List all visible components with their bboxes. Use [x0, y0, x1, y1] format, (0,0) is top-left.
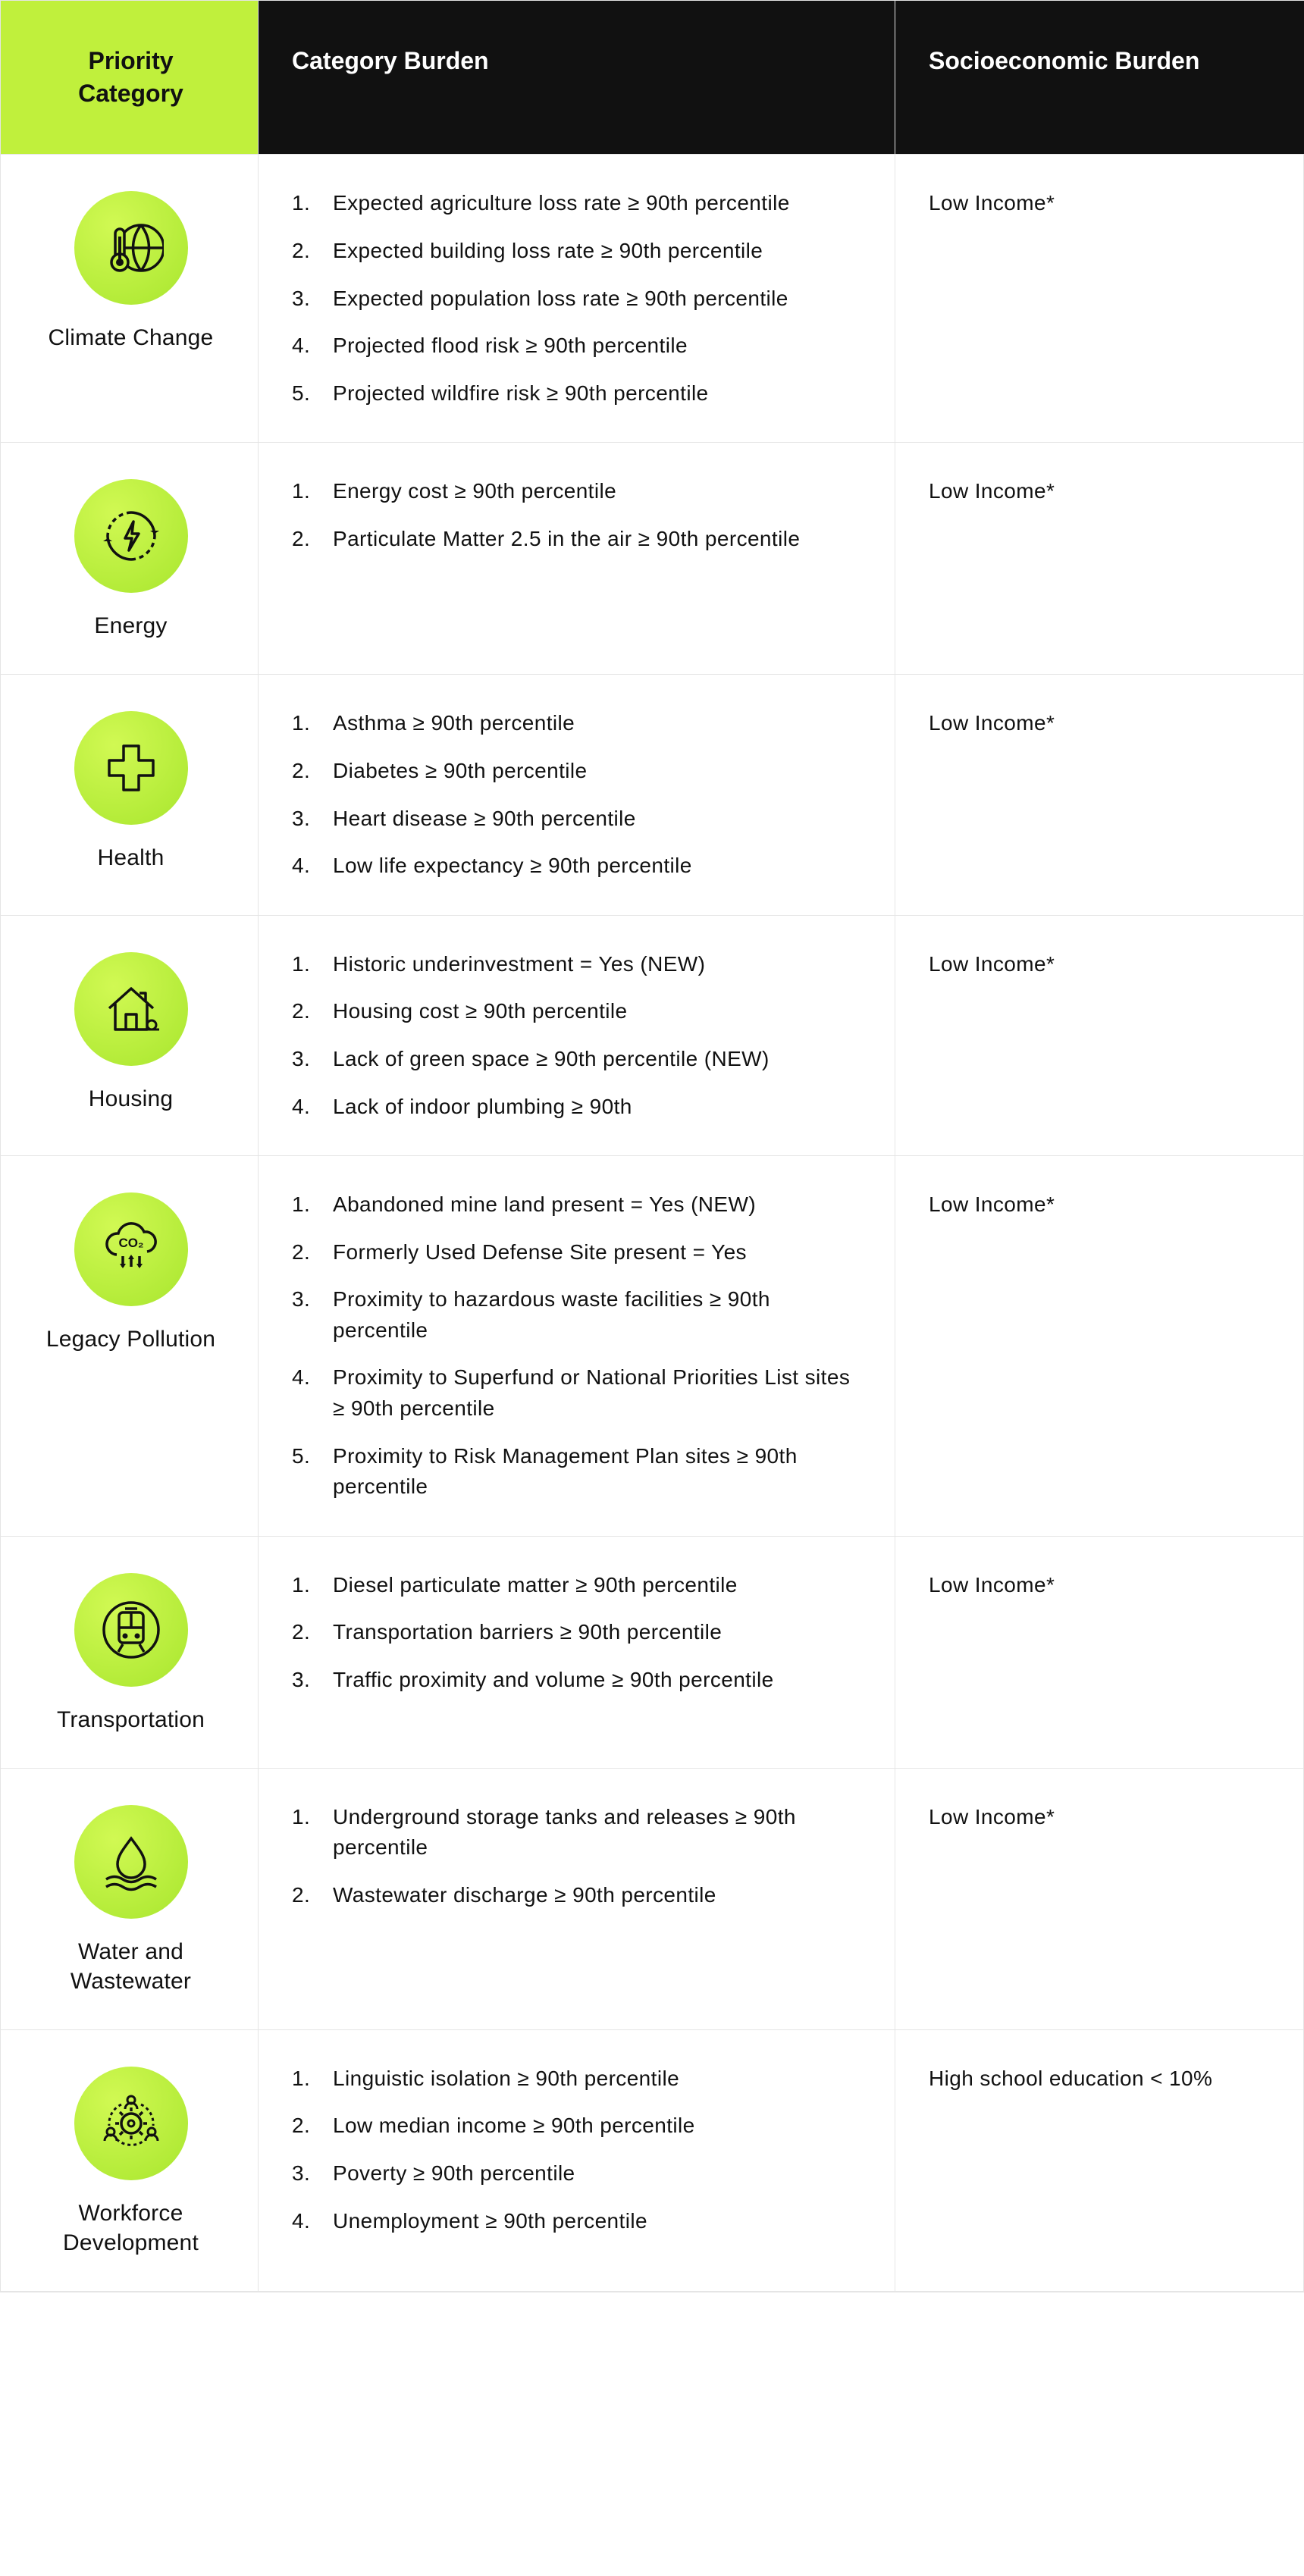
burden-item: Diabetes ≥ 90th percentile: [292, 756, 864, 787]
row-energy: Energy Energy cost ≥ 90th percentile Par…: [1, 443, 1303, 675]
priority-cell-housing: Housing: [1, 916, 259, 1156]
burden-cell-climate: Expected agriculture loss rate ≥ 90th pe…: [259, 155, 895, 443]
burden-item: Unemployment ≥ 90th percentile: [292, 2206, 864, 2237]
burden-cell-health: Asthma ≥ 90th percentile Diabetes ≥ 90th…: [259, 675, 895, 915]
burden-item: Expected agriculture loss rate ≥ 90th pe…: [292, 188, 864, 219]
burden-item: Housing cost ≥ 90th percentile: [292, 996, 864, 1027]
socio-cell: Low Income*: [895, 675, 1304, 915]
burden-item: Heart disease ≥ 90th percentile: [292, 804, 864, 835]
burden-item: Transportation barriers ≥ 90th percentil…: [292, 1617, 864, 1648]
priority-label: Workforce Development: [34, 2198, 227, 2258]
socio-cell: Low Income*: [895, 1156, 1304, 1537]
priority-cell-climate: Climate Change: [1, 155, 259, 443]
burden-item: Expected population loss rate ≥ 90th per…: [292, 284, 864, 315]
burden-cell-water: Underground storage tanks and releases ≥…: [259, 1769, 895, 2030]
tram-icon: [74, 1573, 188, 1687]
burden-item: Traffic proximity and volume ≥ 90th perc…: [292, 1665, 864, 1696]
row-housing: Housing Historic underinvestment = Yes (…: [1, 916, 1303, 1156]
burden-list: Abandoned mine land present = Yes (NEW) …: [292, 1189, 864, 1503]
priority-label: Transportation: [34, 1705, 227, 1735]
burden-categories-table: Priority Category Category Burden Socioe…: [0, 0, 1304, 2292]
burden-item: Lack of green space ≥ 90th percentile (N…: [292, 1044, 864, 1075]
priority-cell-water: Water and Wastewater: [1, 1769, 259, 2030]
burden-item: Diesel particulate matter ≥ 90th percent…: [292, 1570, 864, 1601]
burden-item: Expected building loss rate ≥ 90th perce…: [292, 236, 864, 267]
burden-item: Lack of indoor plumbing ≥ 90th: [292, 1092, 864, 1123]
burden-list: Underground storage tanks and releases ≥…: [292, 1802, 864, 1911]
people-gear-icon: [74, 2067, 188, 2180]
socio-cell: Low Income*: [895, 1769, 1304, 2030]
burden-item: Abandoned mine land present = Yes (NEW): [292, 1189, 864, 1221]
priority-label: Water and Wastewater: [34, 1937, 227, 1996]
burden-list: Historic underinvestment = Yes (NEW) Hou…: [292, 949, 864, 1122]
burden-list: Expected agriculture loss rate ≥ 90th pe…: [292, 188, 864, 409]
row-workforce: Workforce Development Linguistic isolati…: [1, 2030, 1303, 2292]
burden-item: Poverty ≥ 90th percentile: [292, 2158, 864, 2189]
burden-item: Projected wildfire risk ≥ 90th percentil…: [292, 378, 864, 409]
burden-item: Particulate Matter 2.5 in the air ≥ 90th…: [292, 524, 864, 555]
burden-item: Historic underinvestment = Yes (NEW): [292, 949, 864, 980]
socio-cell: High school education < 10%: [895, 2030, 1304, 2292]
header-burden: Category Burden: [259, 1, 895, 155]
priority-cell-workforce: Workforce Development: [1, 2030, 259, 2292]
priority-cell-legacy: Legacy Pollution: [1, 1156, 259, 1537]
priority-label: Housing: [34, 1084, 227, 1114]
burden-list: Diesel particulate matter ≥ 90th percent…: [292, 1570, 864, 1696]
priority-label: Legacy Pollution: [34, 1324, 227, 1354]
row-climate: Climate Change Expected agriculture loss…: [1, 155, 1303, 443]
socio-cell: Low Income*: [895, 916, 1304, 1156]
burden-cell-workforce: Linguistic isolation ≥ 90th percentile L…: [259, 2030, 895, 2292]
burden-item: Projected flood risk ≥ 90th percentile: [292, 331, 864, 362]
medical-cross-icon: [74, 711, 188, 825]
priority-label: Health: [34, 843, 227, 873]
row-transport: Transportation Diesel particulate matter…: [1, 1537, 1303, 1769]
burden-cell-housing: Historic underinvestment = Yes (NEW) Hou…: [259, 916, 895, 1156]
burden-cell-transport: Diesel particulate matter ≥ 90th percent…: [259, 1537, 895, 1769]
priority-cell-health: Health: [1, 675, 259, 915]
burden-item: Underground storage tanks and releases ≥…: [292, 1802, 864, 1863]
priority-label: Climate Change: [34, 323, 227, 353]
co2-cloud-icon: [74, 1192, 188, 1306]
priority-cell-energy: Energy: [1, 443, 259, 675]
house-icon: [74, 952, 188, 1066]
burden-list: Energy cost ≥ 90th percentile Particulat…: [292, 476, 864, 554]
water-drop-waves-icon: [74, 1805, 188, 1919]
burden-item: Asthma ≥ 90th percentile: [292, 708, 864, 739]
socio-cell: Low Income*: [895, 155, 1304, 443]
header-socio: Socioeconomic Burden: [895, 1, 1304, 155]
header-priority: Priority Category: [1, 1, 259, 155]
burden-list: Asthma ≥ 90th percentile Diabetes ≥ 90th…: [292, 708, 864, 881]
burden-item: Wastewater discharge ≥ 90th percentile: [292, 1880, 864, 1911]
burden-item: Low median income ≥ 90th percentile: [292, 2111, 864, 2142]
socio-cell: Low Income*: [895, 443, 1304, 675]
burden-item: Proximity to hazardous waste facilities …: [292, 1284, 864, 1346]
burden-item: Formerly Used Defense Site present = Yes: [292, 1237, 864, 1268]
burden-cell-legacy: Abandoned mine land present = Yes (NEW) …: [259, 1156, 895, 1537]
burden-item: Linguistic isolation ≥ 90th percentile: [292, 2064, 864, 2095]
burden-list: Linguistic isolation ≥ 90th percentile L…: [292, 2064, 864, 2236]
table-header-row: Priority Category Category Burden Socioe…: [1, 1, 1303, 155]
burden-item: Low life expectancy ≥ 90th percentile: [292, 851, 864, 882]
globe-thermometer-icon: [74, 191, 188, 305]
burden-item: Energy cost ≥ 90th percentile: [292, 476, 864, 507]
row-legacy: Legacy Pollution Abandoned mine land pre…: [1, 1156, 1303, 1537]
row-health: Health Asthma ≥ 90th percentile Diabetes…: [1, 675, 1303, 915]
priority-label: Energy: [34, 611, 227, 641]
socio-cell: Low Income*: [895, 1537, 1304, 1769]
burden-item: Proximity to Risk Management Plan sites …: [292, 1441, 864, 1503]
energy-cycle-icon: [74, 479, 188, 593]
burden-cell-energy: Energy cost ≥ 90th percentile Particulat…: [259, 443, 895, 675]
priority-cell-transport: Transportation: [1, 1537, 259, 1769]
burden-item: Proximity to Superfund or National Prior…: [292, 1362, 864, 1424]
row-water: Water and Wastewater Underground storage…: [1, 1769, 1303, 2030]
